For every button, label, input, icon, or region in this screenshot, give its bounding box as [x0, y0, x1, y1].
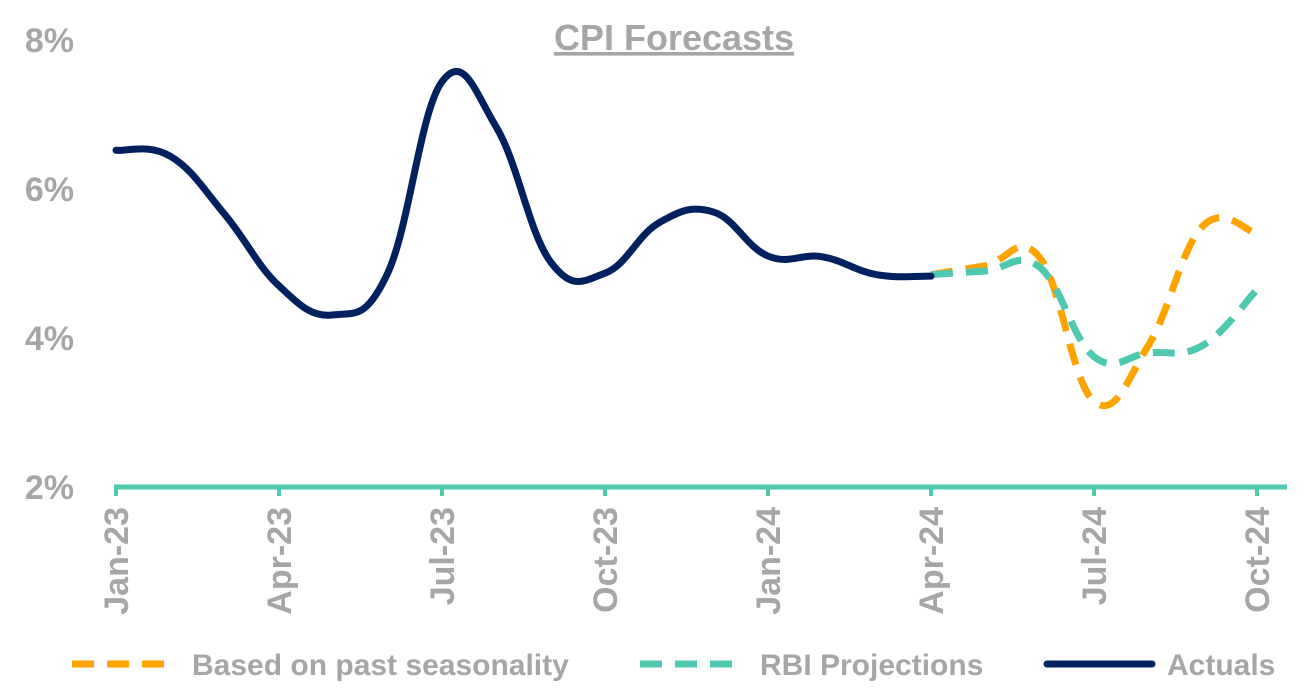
chart-title: CPI Forecasts [554, 17, 794, 58]
x-tick-label: Apr-24 [913, 507, 951, 615]
x-tick-label: Jan-24 [750, 507, 788, 615]
legend: Based on past seasonality RBI Projections… [72, 649, 1275, 682]
x-tick-label: Jan-23 [98, 507, 136, 615]
x-tick-label: Apr-23 [261, 507, 299, 615]
y-tick-label: 8% [25, 22, 74, 60]
legend-label: RBI Projections [760, 649, 983, 682]
x-tick-label: Jul-23 [424, 507, 462, 605]
series-line-based-on-past-seasonality [930, 214, 1259, 410]
y-tick-label: 2% [25, 469, 74, 507]
y-tick-label: 6% [25, 171, 74, 209]
y-axis-ticks: 2% 4% 6% 8% [25, 22, 74, 507]
x-tick-label: Oct-23 [587, 507, 625, 613]
x-tick-label: Jul-24 [1076, 507, 1114, 605]
legend-label: Actuals [1167, 649, 1275, 682]
x-tick-label: Oct-24 [1239, 507, 1277, 613]
y-tick-label: 4% [25, 320, 74, 358]
legend-label: Based on past seasonality [192, 649, 569, 682]
series-layer [112, 68, 1260, 410]
series-line-rbi-projections [930, 256, 1260, 368]
series-line-actuals [112, 68, 935, 319]
x-axis: Jan-23 Apr-23 Jul-23 Oct-23 Jan-24 Apr-24 Jul-… [98, 484, 1287, 615]
